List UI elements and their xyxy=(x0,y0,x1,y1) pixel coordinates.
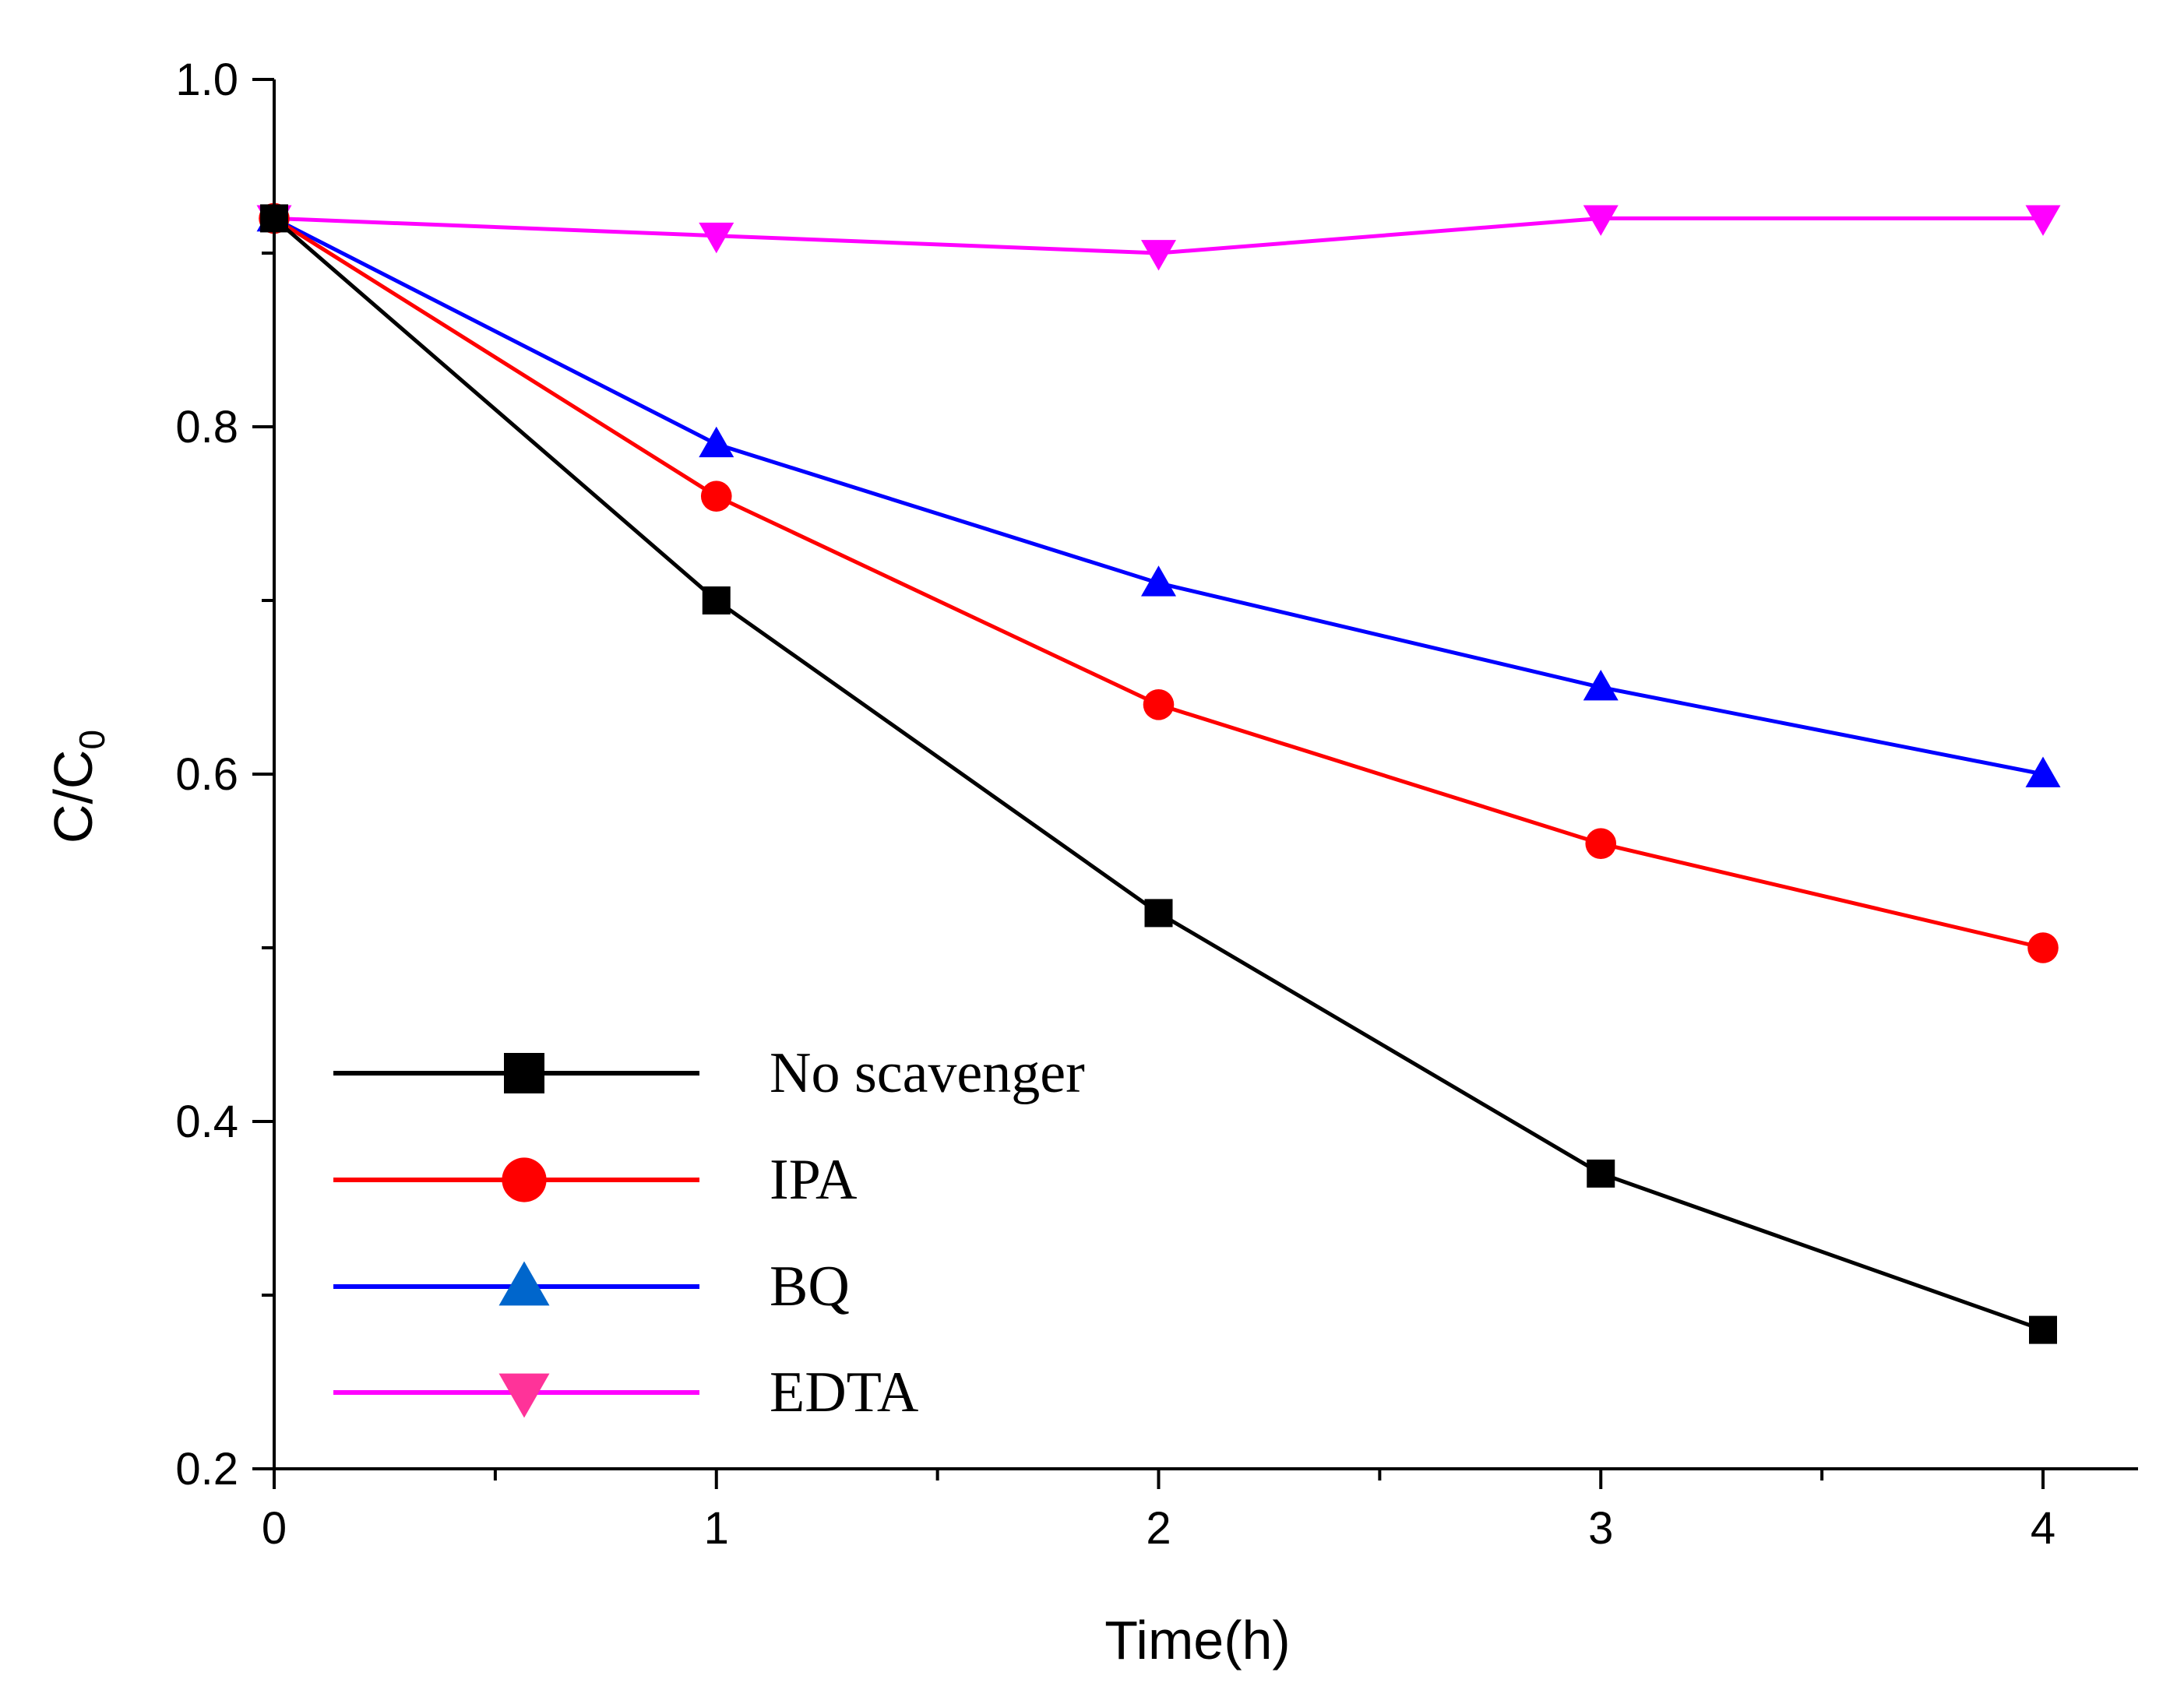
data-point xyxy=(1583,205,1619,236)
y-tick-label: 0.8 xyxy=(175,402,238,452)
y-axis-title-main: C/C xyxy=(43,750,104,844)
data-point xyxy=(2025,756,2061,787)
legend-marker xyxy=(498,1261,550,1306)
data-point xyxy=(702,586,731,614)
x-axis-title: Time(h) xyxy=(1104,1610,1291,1671)
y-tick-label: 0.2 xyxy=(175,1444,238,1495)
series-layer xyxy=(256,200,2061,1344)
y-tick-label: 0.6 xyxy=(175,749,238,800)
data-point xyxy=(2029,1315,2057,1344)
data-point xyxy=(1144,899,1173,928)
axes xyxy=(273,79,2138,1470)
y-axis-title-subscript: 0 xyxy=(72,730,112,750)
legend-label: IPA xyxy=(770,1148,857,1212)
data-point xyxy=(1141,565,1176,597)
legend-item: BQ xyxy=(333,1255,850,1319)
data-point xyxy=(699,222,734,254)
data-point xyxy=(1141,240,1176,271)
legend-label: BQ xyxy=(770,1255,850,1319)
data-point xyxy=(699,426,734,458)
legend-item: IPA xyxy=(333,1148,857,1212)
legend-marker xyxy=(502,1157,547,1202)
data-point xyxy=(2025,205,2061,236)
data-point xyxy=(2027,932,2059,963)
legend-marker xyxy=(504,1053,544,1093)
legend-item: No scavenger xyxy=(333,1041,1085,1105)
y-tick-label: 1.0 xyxy=(175,55,238,105)
legend-marker xyxy=(498,1373,550,1418)
legend: No scavenger IPA BQ EDTA xyxy=(333,1041,1085,1424)
data-point xyxy=(1587,1159,1615,1188)
x-tick-label: 1 xyxy=(704,1503,729,1554)
y-axis-title: C/C0 xyxy=(43,730,112,843)
data-point xyxy=(700,481,732,512)
ticks: 0 1 2 3 4 0.2 0.4 0.6 0.8 1.0 xyxy=(175,55,2055,1554)
series-edta xyxy=(256,205,2061,271)
series-no-scavenger xyxy=(260,204,2057,1344)
legend-item: EDTA xyxy=(333,1361,918,1424)
x-tick-label: 2 xyxy=(1146,1503,1171,1554)
y-tick-label: 0.4 xyxy=(175,1097,238,1147)
x-tick-label: 4 xyxy=(2031,1503,2055,1554)
legend-label: EDTA xyxy=(770,1361,918,1424)
series-bq xyxy=(256,200,2061,787)
legend-label: No scavenger xyxy=(770,1041,1085,1105)
x-tick-label: 3 xyxy=(1588,1503,1613,1554)
data-point xyxy=(1143,689,1175,720)
data-point xyxy=(1583,670,1619,701)
data-point xyxy=(1585,828,1617,859)
x-tick-label: 0 xyxy=(262,1503,287,1554)
